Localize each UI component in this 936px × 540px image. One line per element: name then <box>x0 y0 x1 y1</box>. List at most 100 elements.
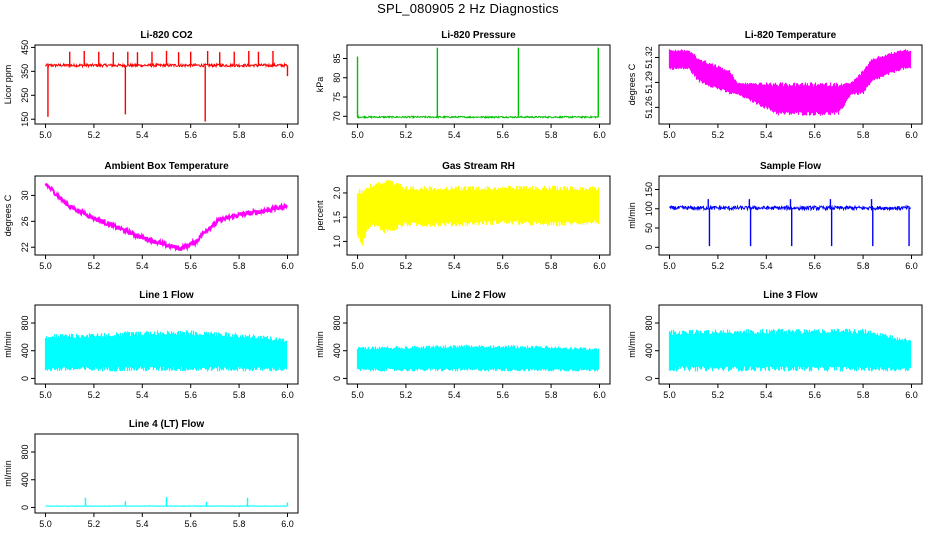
panel-rh: Gas Stream RH 5.0 5.2 5.4 5.6 5.8 6.0 1.0 1.5 2.0… <box>315 161 611 271</box>
y-tick-label: 800 <box>332 316 342 331</box>
plot-frame <box>346 44 611 125</box>
y-tick-label: 150 <box>644 182 654 197</box>
y-axis-label: ml/min <box>3 331 13 358</box>
x-tick-label: 6.0 <box>281 130 294 140</box>
y-axis-label: percent <box>315 200 325 231</box>
series-group <box>356 344 600 372</box>
y-tick-label: 30 <box>20 190 30 200</box>
series-group <box>45 497 289 508</box>
x-tick-label: 5.4 <box>760 390 773 400</box>
y-tick-label: 51.32 <box>644 46 654 69</box>
panel-title: Line 3 Flow <box>763 290 818 301</box>
x-tick-label: 6.0 <box>905 130 918 140</box>
y-tick-label: 51.29 <box>644 71 654 94</box>
panel-temperature: Li-820 Temperature 5.0 5.2 5.4 5.6 5.8 6.0 51.2… <box>627 30 923 140</box>
x-tick-label: 5.2 <box>88 130 101 140</box>
y-tick-label: 70 <box>332 111 342 121</box>
y-tick-label: 0 <box>20 505 30 510</box>
panel-title: Li-820 Pressure <box>441 30 516 41</box>
panel-title: Li-820 CO2 <box>140 30 193 41</box>
y-tick-label: 450 <box>20 40 30 55</box>
y-tick-label: 80 <box>332 73 342 83</box>
y-tick-label: 400 <box>644 343 654 358</box>
panel-co2: Li-820 CO2 5.0 5.2 5.4 5.6 5.8 6.0 150 250 350 450… <box>3 30 299 140</box>
y-axis-label: degrees C <box>627 63 637 105</box>
x-tick-label: 5.8 <box>857 390 870 400</box>
x-tick-label: 5.8 <box>857 130 870 140</box>
x-tick-label: 5.6 <box>184 130 197 140</box>
y-tick-label: 0 <box>20 376 30 381</box>
data-line <box>357 114 600 120</box>
y-axis-label: kPa <box>315 77 325 93</box>
plot-frame <box>34 44 299 125</box>
y-tick-label: 0 <box>332 376 342 381</box>
x-tick-label: 5.6 <box>808 130 821 140</box>
plot-frame <box>658 304 923 385</box>
panel-title: Line 2 Flow <box>451 290 506 301</box>
plot-frame <box>34 433 299 514</box>
x-tick-label: 5.4 <box>448 390 461 400</box>
x-tick-label: 5.2 <box>712 130 725 140</box>
series-group <box>45 50 289 122</box>
x-tick-label: 5.0 <box>351 261 364 271</box>
x-tick-label: 5.2 <box>712 261 725 271</box>
y-tick-label: 2.0 <box>332 187 342 200</box>
x-tick-label: 5.8 <box>233 390 246 400</box>
x-tick-label: 5.4 <box>448 261 461 271</box>
panel-line1: Line 1 Flow 5.0 5.2 5.4 5.6 5.8 6.0 0 400 800 ml/m… <box>3 290 299 400</box>
data-line <box>44 182 288 253</box>
x-tick-label: 5.0 <box>39 261 52 271</box>
y-tick-label: 150 <box>20 112 30 127</box>
y-tick-label: 85 <box>332 53 342 63</box>
x-tick-label: 5.4 <box>760 261 773 271</box>
y-tick-label: 250 <box>20 88 30 103</box>
y-tick-label: 350 <box>20 64 30 79</box>
plot-frame <box>346 304 611 385</box>
panel-title: Line 1 Flow <box>139 290 194 301</box>
x-tick-label: 5.8 <box>233 130 246 140</box>
x-tick-label: 6.0 <box>593 130 606 140</box>
x-tick-label: 6.0 <box>281 261 294 271</box>
x-tick-label: 5.0 <box>663 261 676 271</box>
x-tick-label: 5.0 <box>39 130 52 140</box>
y-tick-label: 400 <box>20 472 30 487</box>
plot-frame <box>34 304 299 385</box>
y-tick-label: 75 <box>332 92 342 102</box>
x-tick-label: 5.4 <box>136 130 149 140</box>
x-tick-label: 5.0 <box>663 390 676 400</box>
x-tick-label: 5.4 <box>136 390 149 400</box>
series-group <box>669 199 912 247</box>
x-tick-label: 5.2 <box>400 130 413 140</box>
y-tick-label: 22 <box>20 242 30 252</box>
x-tick-label: 6.0 <box>281 519 294 529</box>
x-tick-label: 6.0 <box>593 390 606 400</box>
x-tick-label: 5.6 <box>184 519 197 529</box>
x-tick-label: 5.4 <box>136 261 149 271</box>
x-tick-label: 6.0 <box>593 261 606 271</box>
y-axis-label: ml/min <box>627 202 637 229</box>
series-group <box>356 179 600 246</box>
y-tick-label: 100 <box>644 201 654 216</box>
y-tick-label: 51.26 <box>644 96 654 119</box>
y-tick-label: 1.0 <box>332 235 342 248</box>
series-group <box>44 182 288 253</box>
x-tick-label: 5.8 <box>545 390 558 400</box>
x-tick-label: 5.6 <box>808 261 821 271</box>
panel-title: Line 4 (LT) Flow <box>129 419 205 430</box>
x-tick-label: 5.4 <box>448 130 461 140</box>
x-tick-label: 5.2 <box>88 261 101 271</box>
y-tick-label: 26 <box>20 216 30 226</box>
panel-title: Li-820 Temperature <box>745 30 837 41</box>
x-tick-label: 5.4 <box>760 130 773 140</box>
data-band <box>356 344 600 372</box>
figure-title: SPL_080905 2 Hz Diagnostics <box>377 1 559 16</box>
y-axis-label: ml/min <box>315 331 325 358</box>
plot-frame <box>34 175 299 256</box>
y-tick-label: 400 <box>20 343 30 358</box>
y-tick-label: 0 <box>644 245 654 250</box>
x-tick-label: 6.0 <box>905 390 918 400</box>
x-tick-label: 5.8 <box>233 519 246 529</box>
x-tick-label: 5.6 <box>496 130 509 140</box>
x-tick-label: 5.0 <box>39 519 52 529</box>
y-tick-label: 800 <box>644 316 654 331</box>
